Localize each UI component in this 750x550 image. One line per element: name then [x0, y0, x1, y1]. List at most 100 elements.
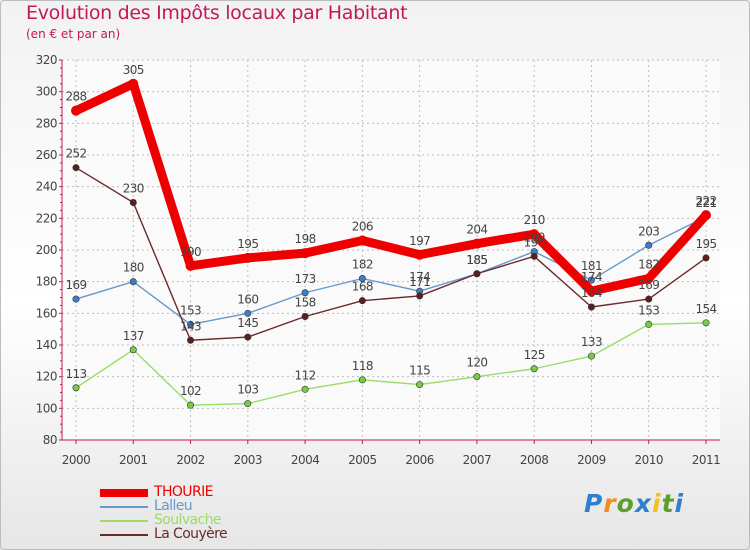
data-point [71, 105, 81, 116]
logo-letter: x [634, 489, 652, 518]
data-point [301, 289, 309, 297]
y-tick-label: 140 [36, 338, 57, 352]
data-label: 185 [466, 253, 487, 267]
data-label: 113 [65, 367, 86, 381]
data-label: 171 [409, 275, 430, 289]
legend-item: Lalleu [100, 499, 300, 514]
y-tick-label: 320 [36, 53, 57, 67]
x-tick-label: 2010 [634, 453, 663, 467]
x-tick-label: 2006 [405, 453, 434, 467]
data-label: 160 [237, 292, 258, 306]
data-label: 145 [237, 316, 258, 330]
data-point [244, 309, 252, 317]
series-line [75, 166, 707, 341]
data-label: 103 [237, 383, 258, 397]
logo-letter: i [674, 489, 685, 518]
legend-swatch [100, 489, 148, 497]
data-label: 173 [295, 272, 316, 286]
data-point [473, 373, 481, 381]
data-label: 203 [638, 224, 659, 238]
data-label: 143 [180, 319, 201, 333]
data-label: 222 [695, 194, 716, 208]
data-point [473, 270, 481, 278]
data-label: 206 [352, 220, 373, 234]
y-tick-label: 120 [36, 370, 57, 384]
data-point [187, 320, 195, 328]
data-label: 196 [524, 235, 545, 249]
data-label: 153 [638, 303, 659, 317]
data-point [72, 164, 80, 172]
data-point [357, 235, 368, 246]
data-point [129, 346, 137, 354]
logo-letter: o [616, 489, 635, 518]
data-point [358, 297, 366, 305]
data-point [128, 78, 139, 89]
data-point [645, 320, 653, 328]
data-label: 164 [581, 286, 602, 300]
chart-title: Evolution des Impôts locaux par Habitant [26, 2, 408, 24]
chart-subtitle: (en € et par an) [26, 27, 121, 41]
legend-item: La Couyère [100, 527, 300, 542]
data-label: 185 [466, 253, 487, 267]
data-label: 158 [295, 296, 316, 310]
data-point [530, 252, 538, 260]
data-label: 180 [123, 261, 144, 275]
legend-swatch [100, 534, 148, 536]
data-point [587, 303, 595, 311]
data-label: 195 [695, 237, 716, 251]
x-tick-label: 2002 [176, 453, 205, 467]
x-tick-label: 2004 [291, 453, 320, 467]
data-point [301, 312, 309, 320]
data-label: 197 [409, 234, 430, 248]
legend-swatch [100, 506, 148, 508]
y-tick-label: 100 [36, 401, 57, 415]
data-label: 198 [295, 232, 316, 246]
x-tick-label: 2005 [348, 453, 377, 467]
data-label: 120 [466, 356, 487, 370]
legend: THOURIE Lalleu Soulvache La Couyère [100, 484, 300, 542]
x-tick-label: 2011 [692, 453, 721, 467]
x-tick-label: 2003 [234, 453, 263, 467]
data-label: 199 [524, 231, 545, 245]
data-label: 174 [581, 270, 602, 284]
x-tick-label: 2008 [520, 453, 549, 467]
x-tick-label: 2009 [577, 453, 606, 467]
y-tick-label: 280 [36, 116, 57, 130]
logo-letter: t [661, 489, 675, 518]
data-label: 137 [123, 329, 144, 343]
legend-swatch [100, 520, 148, 522]
data-point [414, 249, 425, 260]
data-point [416, 381, 424, 389]
legend-item: THOURIE [100, 484, 300, 500]
data-point [301, 385, 309, 393]
data-point [587, 276, 595, 284]
data-label: 125 [524, 348, 545, 362]
data-label: 252 [65, 147, 86, 161]
data-point [185, 260, 196, 271]
legend-label: THOURIE [154, 484, 213, 500]
data-label: 288 [65, 90, 86, 104]
data-point [187, 401, 195, 409]
data-label: 169 [65, 278, 86, 292]
legend-item: Soulvache [100, 513, 300, 528]
data-label: 112 [295, 368, 316, 382]
data-label: 118 [352, 359, 373, 373]
data-point [702, 319, 710, 327]
data-label: 305 [123, 63, 144, 77]
data-point [587, 352, 595, 360]
data-point [645, 241, 653, 249]
data-label: 221 [695, 196, 716, 210]
data-label: 210 [524, 213, 545, 227]
data-point [416, 292, 424, 300]
data-label: 168 [352, 280, 373, 294]
proxiti-logo: Proxiti [584, 489, 684, 518]
y-tick-label: 160 [36, 306, 57, 320]
data-label: 174 [409, 270, 430, 284]
data-label: 153 [180, 303, 201, 317]
y-tick-label: 240 [36, 180, 57, 194]
data-point [701, 210, 711, 221]
series-line [75, 322, 707, 406]
data-point [530, 365, 538, 373]
data-label: 115 [409, 364, 430, 378]
data-label: 204 [466, 223, 487, 237]
